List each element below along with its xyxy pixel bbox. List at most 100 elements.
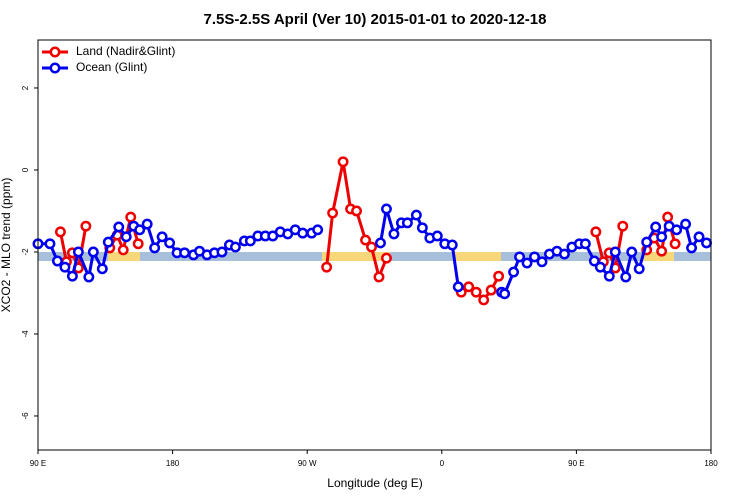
x-tick-label: 90 E [568, 459, 584, 468]
data-point [536, 256, 548, 268]
data-point [499, 288, 511, 300]
data-point [80, 220, 92, 232]
data-point [351, 205, 363, 217]
data-point [431, 230, 443, 242]
data-point [514, 251, 526, 263]
land-band [108, 252, 140, 261]
data-point [366, 241, 377, 253]
data-point [120, 231, 132, 243]
data-point [410, 209, 422, 221]
x-tick-label: 90 W [298, 459, 317, 468]
x-axis-label: Longitude (deg E) [327, 476, 422, 490]
y-tick-label: 2 [21, 85, 30, 90]
data-point [529, 251, 540, 263]
data-point [381, 203, 392, 215]
data-point [59, 261, 71, 273]
data-point [686, 242, 698, 254]
data-point [590, 226, 602, 238]
data-point [375, 237, 386, 249]
plot-area [32, 156, 712, 306]
data-point [693, 231, 705, 243]
data-point [51, 255, 63, 267]
data-point [216, 246, 228, 258]
data-point [141, 218, 153, 230]
data-point [113, 221, 125, 233]
data-point [401, 217, 413, 229]
data-point [588, 255, 600, 267]
data-point [493, 270, 505, 282]
data-point [102, 236, 114, 248]
data-point [617, 220, 629, 232]
land-band [455, 252, 501, 261]
data-point [641, 236, 653, 248]
data-point [388, 228, 400, 240]
y-tick-label: 0 [21, 167, 30, 172]
legend-label: Land (Nadir&Glint) [76, 44, 175, 58]
data-point [229, 241, 241, 253]
data-point [134, 224, 146, 236]
data-point [54, 226, 66, 238]
data-point [701, 237, 712, 249]
x-tick-label: 180 [704, 459, 718, 468]
x-tick-label: 90 E [30, 459, 46, 468]
data-point [179, 247, 191, 259]
y-axis-label: XCO2 - MLO trend (ppm) [0, 178, 13, 313]
data-point [360, 234, 371, 246]
data-point [96, 263, 108, 275]
data-point [508, 266, 520, 278]
data-point [594, 261, 606, 273]
data-point [671, 224, 683, 236]
data-point [416, 222, 428, 234]
data-point [558, 248, 570, 260]
data-point [609, 246, 621, 258]
legend-label: Ocean (Glint) [76, 60, 147, 74]
data-point [125, 211, 137, 223]
legend-marker [49, 46, 61, 58]
land-band [642, 252, 674, 261]
data-point [164, 237, 176, 249]
data-point [452, 281, 464, 293]
data-point [297, 227, 309, 239]
data-point [650, 221, 662, 233]
data-point [327, 207, 339, 219]
data-point [373, 271, 385, 283]
plot-frame [37, 39, 712, 451]
data-point [446, 239, 458, 251]
x-tick-label: 180 [166, 459, 180, 468]
data-point [44, 238, 56, 250]
data-point [680, 218, 692, 230]
chart-title: 7.5S-2.5S April (Ver 10) 2015-01-01 to 2… [204, 11, 547, 28]
data-point [662, 211, 674, 223]
data-point [478, 294, 490, 306]
x-tick-label: 0 [440, 459, 445, 468]
data-point [579, 238, 591, 250]
data-point [381, 252, 392, 264]
data-point [87, 246, 99, 258]
data-point [470, 286, 482, 298]
data-point [149, 242, 161, 254]
data-point [337, 156, 349, 168]
data-point [72, 246, 84, 258]
data-point [626, 246, 638, 258]
data-point [312, 224, 324, 236]
data-point [117, 244, 129, 256]
data-point [620, 271, 632, 283]
data-point [321, 261, 333, 273]
data-point [656, 245, 668, 257]
data-point [485, 284, 497, 296]
data-point [603, 270, 615, 282]
y-tick-label: -6 [21, 412, 30, 420]
land-band [322, 252, 390, 261]
legend: Land (Nadir&Glint) Ocean (Glint) [42, 44, 175, 74]
y-tick-label: -2 [21, 248, 30, 256]
data-point [669, 238, 681, 250]
y-tick-label: -4 [21, 330, 30, 338]
data-point [83, 271, 95, 283]
legend-marker [49, 62, 61, 74]
data-point [656, 231, 668, 243]
data-point [156, 231, 168, 243]
data-point [66, 270, 78, 282]
data-point [521, 257, 533, 269]
data-point [244, 235, 256, 247]
